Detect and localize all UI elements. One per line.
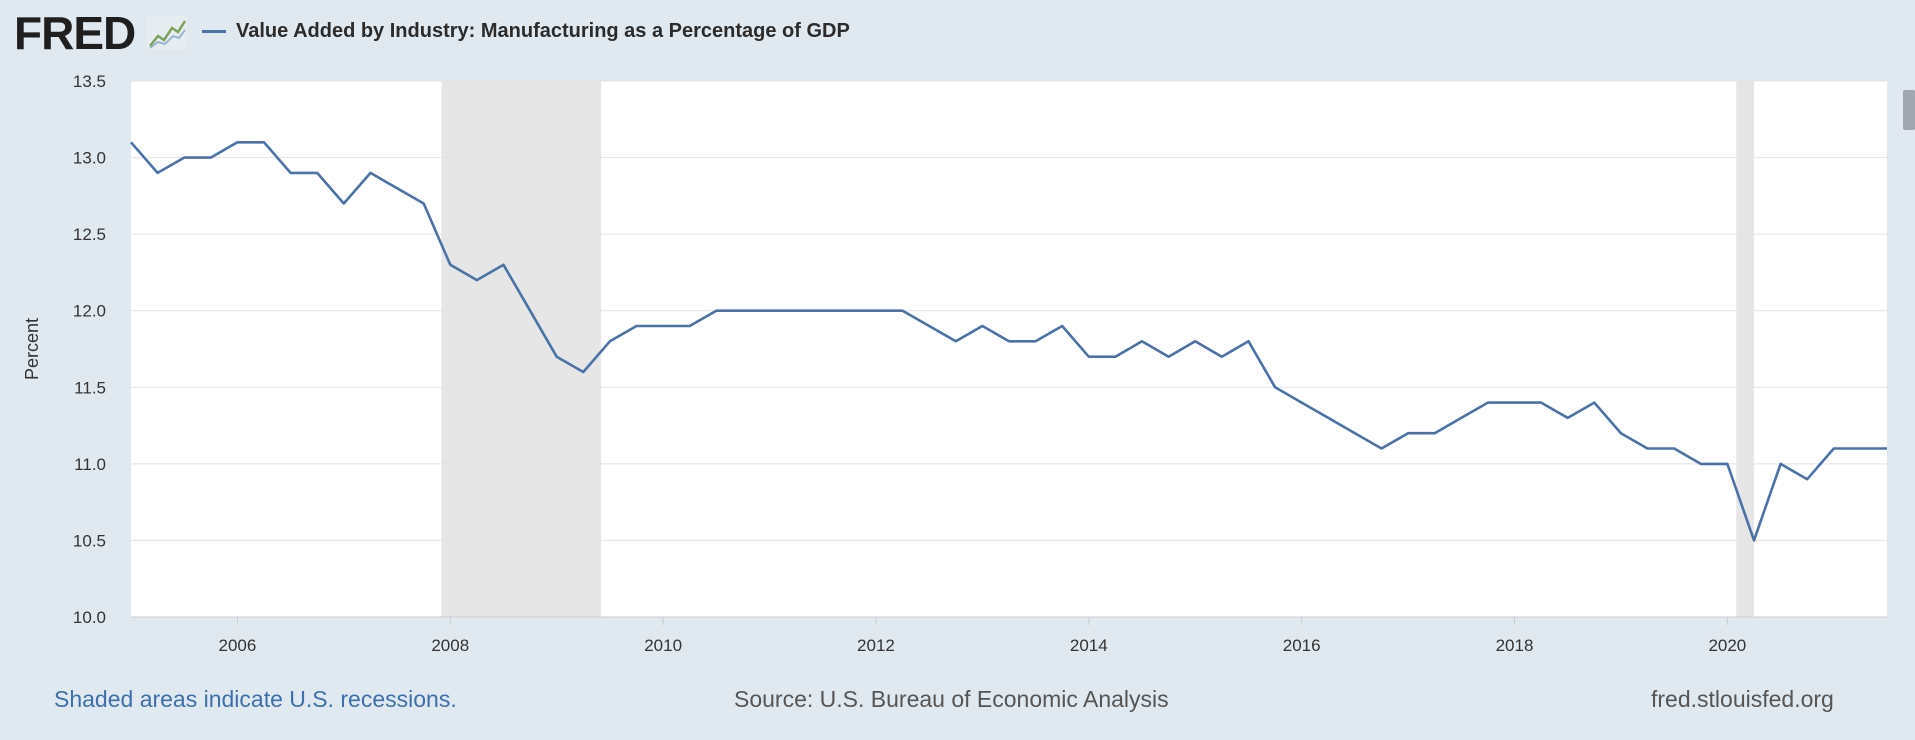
recession-note-link[interactable]: Shaded areas indicate U.S. recessions. bbox=[54, 686, 457, 712]
x-tick-label: 2012 bbox=[857, 636, 895, 655]
fred-logo[interactable]: FRED bbox=[14, 7, 136, 59]
y-tick-label: 13.5 bbox=[73, 72, 106, 91]
chart-header: FRED Value Added by Industry: Manufactur… bbox=[0, 0, 1915, 64]
y-tick-label: 10.5 bbox=[73, 531, 106, 550]
x-tick-label: 2006 bbox=[219, 636, 257, 655]
x-tick-label: 2014 bbox=[1070, 636, 1108, 655]
y-tick-label: 12.0 bbox=[73, 302, 106, 321]
y-tick-label: 11.5 bbox=[74, 378, 106, 397]
y-tick-label: 11.0 bbox=[74, 455, 106, 474]
x-tick-label: 2016 bbox=[1283, 636, 1321, 655]
y-tick-label: 12.5 bbox=[73, 225, 106, 244]
recession-band bbox=[1736, 81, 1754, 617]
recession-band bbox=[441, 81, 602, 617]
y-tick-label: 10.0 bbox=[73, 608, 106, 627]
x-tick-label: 2020 bbox=[1708, 636, 1746, 655]
line-chart-icon bbox=[147, 16, 187, 50]
source-note: Source: U.S. Bureau of Economic Analysis bbox=[734, 686, 1169, 712]
x-tick-label: 2008 bbox=[431, 636, 469, 655]
scrollbar-thumb[interactable] bbox=[1903, 90, 1915, 130]
x-tick-label: 2018 bbox=[1496, 636, 1534, 655]
plot-area bbox=[131, 81, 1887, 617]
x-tick-label: 2010 bbox=[644, 636, 682, 655]
site-credit[interactable]: fred.stlouisfed.org bbox=[1651, 686, 1834, 712]
legend-series-title[interactable]: Value Added by Industry: Manufacturing a… bbox=[236, 20, 850, 42]
legend-swatch bbox=[202, 30, 226, 33]
y-axis-label: Percent bbox=[22, 318, 42, 380]
y-tick-label: 13.0 bbox=[73, 149, 106, 168]
